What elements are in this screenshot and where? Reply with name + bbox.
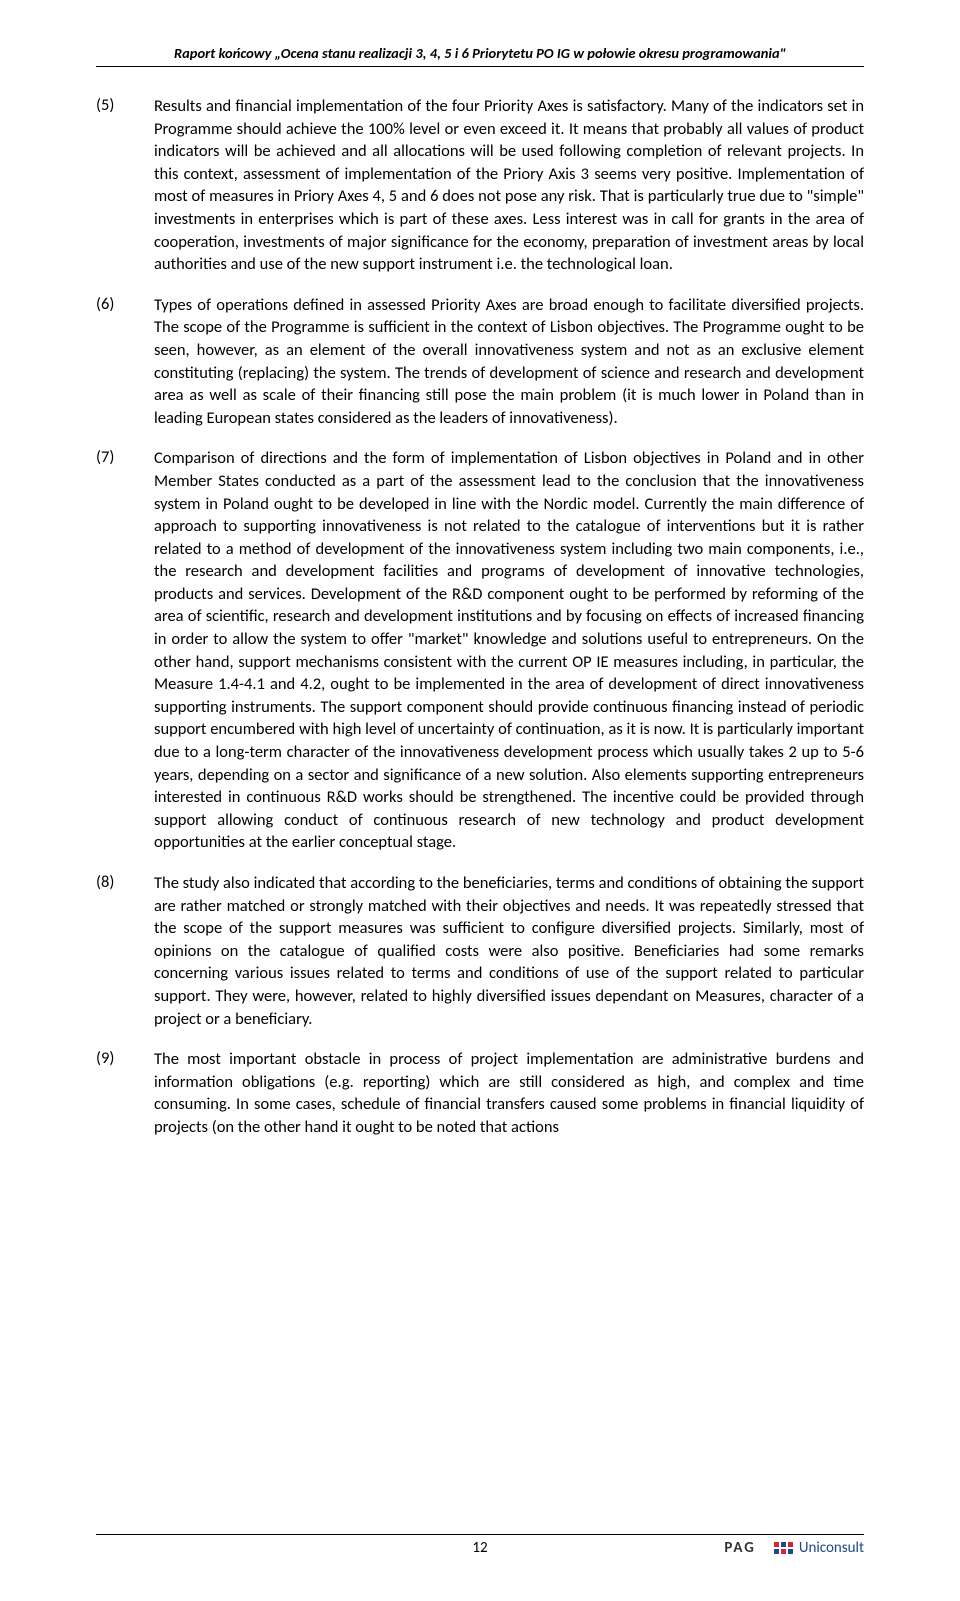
- dot-icon: [788, 1549, 793, 1554]
- item-number: (9): [96, 1048, 154, 1138]
- dot-icon: [781, 1542, 786, 1547]
- footer-logos: PAG Uniconsult: [724, 1539, 864, 1557]
- dot-icon: [774, 1549, 779, 1554]
- uniconsult-logo: Uniconsult: [774, 1539, 864, 1557]
- item-number: (5): [96, 95, 154, 276]
- item-body: The most important obstacle in process o…: [154, 1048, 864, 1138]
- item-body: Comparison of directions and the form of…: [154, 447, 864, 854]
- item-number: (8): [96, 872, 154, 1030]
- item-number: (6): [96, 294, 154, 430]
- content-list: (5)Results and financial implementation …: [96, 95, 864, 1139]
- list-item: (7)Comparison of directions and the form…: [96, 447, 864, 854]
- item-body: The study also indicated that according …: [154, 872, 864, 1030]
- pag-logo: PAG: [724, 1539, 755, 1557]
- item-number: (7): [96, 447, 154, 854]
- uniconsult-dots-icon: [774, 1542, 793, 1554]
- dot-icon: [781, 1549, 786, 1554]
- list-item: (8)The study also indicated that accordi…: [96, 872, 864, 1030]
- page-footer: 12 PAG Uniconsult: [96, 1534, 864, 1557]
- dot-icon: [788, 1542, 793, 1547]
- list-item: (5)Results and financial implementation …: [96, 95, 864, 276]
- page-number: 12: [472, 1539, 487, 1557]
- list-item: (6)Types of operations defined in assess…: [96, 294, 864, 430]
- list-item: (9)The most important obstacle in proces…: [96, 1048, 864, 1138]
- item-body: Results and financial implementation of …: [154, 95, 864, 276]
- page-header: Raport końcowy „Ocena stanu realizacji 3…: [96, 44, 864, 67]
- dot-icon: [774, 1542, 779, 1547]
- item-body: Types of operations defined in assessed …: [154, 294, 864, 430]
- uniconsult-text: Uniconsult: [799, 1539, 864, 1557]
